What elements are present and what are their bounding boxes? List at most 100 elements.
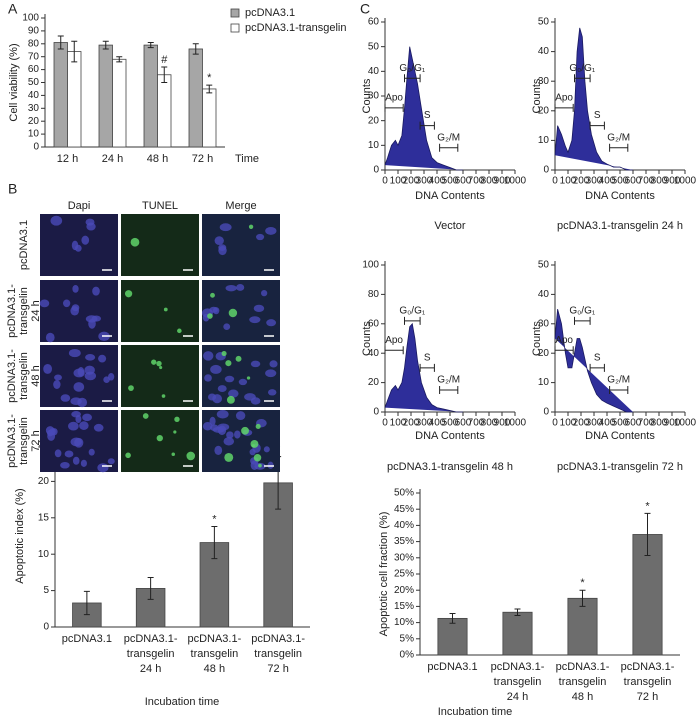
nucleus (238, 378, 248, 386)
nucleus (60, 394, 71, 402)
nucleus (54, 374, 62, 381)
nucleus (39, 299, 50, 308)
x-tick-label: 100 (390, 418, 407, 429)
x-tick-label: transgelin (494, 676, 542, 688)
y-axis-label: Counts (361, 321, 373, 356)
nucleus (269, 360, 278, 368)
tunel-spot (124, 290, 133, 298)
error-bar (102, 40, 109, 50)
gate-label: G₂/M (607, 375, 630, 386)
nucleus (43, 363, 53, 374)
bar (502, 611, 533, 656)
y-tick-label: 0 (543, 407, 549, 418)
y-tick-label: 40 (368, 66, 380, 77)
nucleus (224, 375, 235, 383)
y-tick-label: 10 (38, 549, 50, 560)
tunel-spot (159, 365, 163, 370)
y-tick-label: 0 (373, 407, 379, 418)
y-tick-label: 40 (538, 289, 550, 300)
x-tick-label: 12 h (57, 153, 78, 165)
y-tick-label: 5 (43, 585, 49, 596)
gate-bracket (609, 385, 629, 394)
x-tick-label: 200 (573, 176, 590, 187)
x-tick-label: 800 (651, 418, 668, 429)
error-bar (192, 43, 199, 55)
tunel-spot (128, 385, 134, 391)
y-tick-label: 40 (538, 46, 550, 57)
nucleus (47, 431, 56, 441)
error-bar (579, 589, 586, 607)
y-tick-label: 25% (394, 569, 414, 580)
bar (67, 51, 82, 148)
nucleus (209, 306, 218, 313)
x-tick-label: 700 (638, 418, 655, 429)
nucleus (68, 421, 79, 431)
nucleus (107, 458, 115, 465)
nucleus (263, 446, 270, 453)
x-tick-label: 0 (382, 176, 388, 187)
nucleus (234, 430, 241, 439)
gate-label: G₂/M (437, 375, 460, 386)
x-tick-label: 300 (586, 176, 603, 187)
error-bar (83, 590, 90, 616)
nucleus (72, 456, 80, 465)
nucleus (88, 318, 96, 329)
nucleus (71, 304, 80, 312)
x-axis-label: DNA Contents (415, 190, 485, 202)
bar (53, 42, 68, 148)
gate-bracket (419, 363, 435, 372)
x-tick-label: 700 (468, 418, 485, 429)
gate-label: G₀/G₁ (399, 306, 425, 317)
tunel-spot (173, 430, 177, 434)
x-tick-label: 300 (416, 176, 433, 187)
y-tick-label: 20 (368, 377, 380, 388)
y-tick-label: 50 (368, 41, 380, 52)
x-axis-label: DNA Contents (585, 430, 655, 442)
gate-bracket (589, 121, 605, 130)
nucleus (92, 286, 100, 296)
nucleus (77, 397, 88, 408)
gate-label: Apo (385, 92, 403, 103)
gate-bracket (404, 74, 421, 83)
caption: Vector (434, 220, 466, 232)
y-tick-label: 30% (394, 552, 414, 563)
tunel-spot (226, 395, 235, 404)
y-tick-label: 100 (362, 260, 379, 271)
x-axis-label: DNA Contents (585, 190, 655, 202)
column-header: TUNEL (142, 200, 178, 212)
error-bar (644, 512, 651, 557)
y-tick-label: 0% (400, 650, 415, 661)
x-tick-label: 100 (560, 418, 577, 429)
x-tick-label: 600 (455, 176, 472, 187)
nucleus (228, 389, 239, 398)
y-tick-label: 60 (368, 318, 380, 329)
y-tick-label: 30 (538, 76, 550, 87)
nucleus (64, 450, 74, 458)
x-tick-label: pcDNA3.1 (62, 633, 112, 645)
tunel-spot (235, 355, 242, 362)
gate-bracket (574, 74, 591, 83)
y-tick-label: 50 (538, 260, 550, 271)
bar (188, 48, 203, 148)
y-tick-label: 0 (43, 622, 49, 633)
y-tick-label: 60 (368, 17, 380, 28)
gate-label: Apo (385, 335, 403, 346)
x-tick-label: 500 (442, 418, 459, 429)
x-tick-label: 48 h (204, 663, 225, 675)
gate-bracket (384, 103, 404, 112)
x-tick-label: 400 (599, 176, 616, 187)
gate-label: G₂/M (437, 132, 460, 143)
significance-marker: * (212, 513, 217, 525)
row-label: transgelin (18, 417, 30, 465)
error-bar (449, 613, 456, 624)
gate-label: S (424, 353, 431, 364)
nucleus (216, 409, 229, 419)
gate-label: S (594, 353, 601, 364)
y-tick-label: 20% (394, 585, 414, 596)
y-tick-label: 60 (28, 64, 40, 75)
x-tick-label: 400 (599, 418, 616, 429)
x-tick-label: pcDNA3.1- (491, 661, 545, 673)
x-tick-label: pcDNA3.1 (427, 661, 477, 673)
nucleus (217, 385, 227, 393)
tunel-spot (241, 426, 249, 435)
